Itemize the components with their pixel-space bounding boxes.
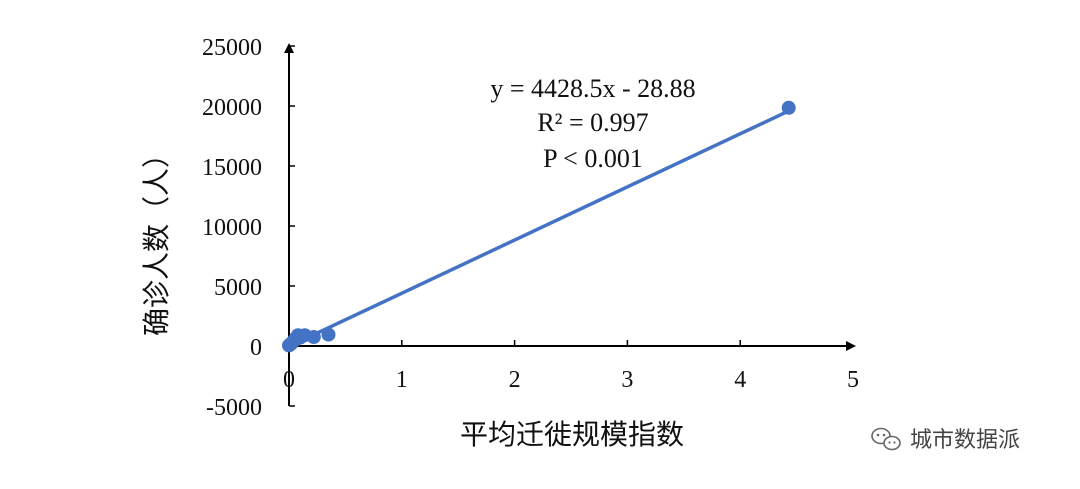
y-tick-label: 10000 <box>202 215 262 241</box>
watermark: 城市数据派 <box>871 427 1020 453</box>
y-tick-label: 15000 <box>202 155 262 181</box>
y-tick-label: 20000 <box>202 95 262 121</box>
x-tick-label: 5 <box>847 367 859 393</box>
y-axis-title: 确诊人数（人） <box>140 140 173 336</box>
x-tick-label: 3 <box>621 367 633 393</box>
watermark-text: 城市数据派 <box>910 428 1020 453</box>
y-tick-label: 25000 <box>202 35 262 61</box>
data-points <box>282 100 796 353</box>
data-point <box>321 327 336 342</box>
x-tick-label: 2 <box>509 367 521 393</box>
y-tick-label: -5000 <box>206 395 262 421</box>
data-point <box>781 100 796 115</box>
x-tick-label: 4 <box>734 367 746 393</box>
p-value-annotation: P < 0.001 <box>543 144 643 173</box>
equation-annotation: y = 4428.5x - 28.88 <box>490 74 695 103</box>
x-tick-label: 0 <box>283 367 295 393</box>
x-axis-title: 平均迁徙规模指数 <box>460 418 684 451</box>
r-squared-annotation: R² = 0.997 <box>537 108 648 137</box>
y-tick-label: 5000 <box>214 275 262 301</box>
y-tick-label: 0 <box>250 335 262 361</box>
trendline <box>309 109 791 338</box>
x-tick-label: 1 <box>396 367 408 393</box>
data-point <box>306 330 321 344</box>
wechat-icon <box>871 427 901 451</box>
trendline-group <box>309 109 791 338</box>
tick-labels: 0 1 2 3 4 5 -5000 0 5000 10000 15000 20000 25000 <box>202 35 859 421</box>
